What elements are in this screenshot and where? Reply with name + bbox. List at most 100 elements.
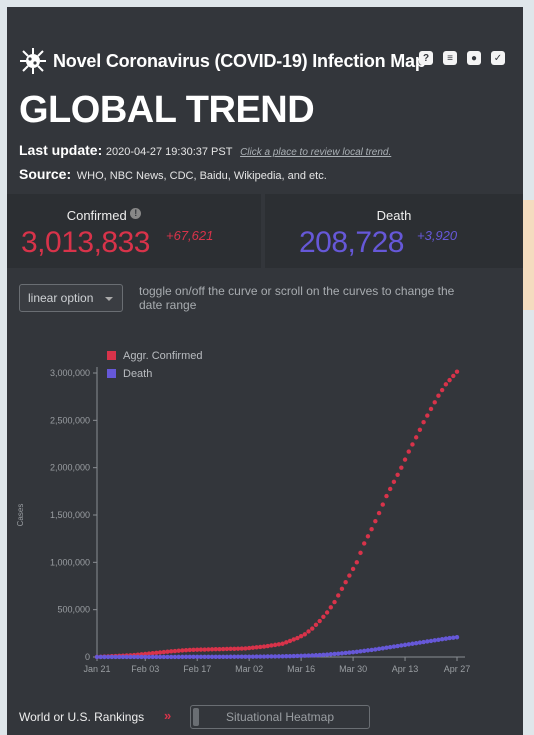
data-point	[432, 638, 437, 643]
info-icon[interactable]: !	[130, 208, 142, 219]
data-point	[454, 369, 460, 374]
data-point	[399, 643, 404, 648]
top-icon-bar: ? ≡ ● ✓	[419, 51, 505, 65]
data-point	[417, 427, 423, 432]
last-update-value: 2020-04-27 19:30:37 PST	[105, 146, 233, 158]
last-update-line: Last update: 2020-04-27 19:30:37 PST Cli…	[19, 142, 391, 158]
confirmed-stat-box: Confirmed ! 3,013,833 +67,621	[7, 194, 261, 268]
github-icon[interactable]: ●	[467, 51, 481, 65]
data-point	[239, 654, 244, 659]
data-point	[198, 647, 204, 652]
virus-icon	[20, 48, 46, 74]
data-point	[380, 646, 385, 651]
data-point	[313, 622, 319, 628]
book-icon[interactable]: ≡	[443, 51, 457, 65]
data-point	[246, 654, 252, 659]
local-trend-link[interactable]: Click a place to review local trend.	[240, 147, 392, 158]
death-count: 208,728	[299, 226, 404, 259]
data-point	[421, 420, 426, 425]
trend-chart[interactable]: 0 500,000 1,000,000 1,500,000 2,000,000 2,500…	[7, 337, 523, 682]
data-point	[250, 645, 256, 650]
data-point	[161, 654, 167, 660]
data-point	[280, 654, 285, 659]
data-point	[146, 651, 152, 656]
data-point	[395, 472, 400, 477]
source-label: Source:	[19, 166, 72, 182]
data-point	[439, 637, 445, 642]
data-point	[373, 647, 378, 652]
data-point	[358, 550, 363, 556]
data-point	[220, 654, 226, 659]
twitter-icon[interactable]: ✓	[491, 51, 505, 65]
data-point	[410, 641, 415, 646]
data-point	[206, 654, 211, 660]
data-point	[258, 654, 263, 659]
data-point	[447, 377, 452, 383]
app-title: Novel Coronavirus (COVID-19) Infection M…	[53, 51, 426, 71]
data-point	[220, 646, 226, 652]
x-tick-label: Mar 16	[287, 664, 315, 674]
data-point	[157, 654, 163, 660]
y-tick-label: 1,500,000	[50, 510, 90, 520]
data-point	[284, 640, 289, 645]
data-point	[443, 636, 449, 641]
data-point	[272, 654, 278, 659]
confirmed-label: Confirmed	[66, 208, 127, 223]
data-point	[261, 654, 267, 659]
data-point	[165, 654, 170, 660]
data-point	[339, 651, 345, 656]
data-point	[228, 654, 233, 659]
double-chevron-icon[interactable]: »	[164, 708, 172, 723]
data-point	[213, 654, 218, 659]
data-point	[302, 653, 308, 658]
data-point	[195, 654, 200, 660]
y-tick-label: 3,000,000	[50, 368, 90, 378]
data-point	[425, 639, 430, 644]
data-point	[310, 626, 315, 631]
data-point	[291, 637, 296, 642]
chart-hint: toggle on/off the curve or scroll on the…	[139, 284, 455, 312]
data-point	[94, 654, 100, 660]
data-point	[365, 534, 371, 539]
data-point	[451, 635, 456, 640]
data-point	[343, 580, 348, 585]
data-point	[313, 653, 319, 658]
data-point	[287, 638, 293, 644]
scale-select[interactable]: linear option	[19, 284, 123, 312]
data-point	[395, 643, 400, 649]
help-icon[interactable]: ?	[419, 51, 433, 65]
data-point	[169, 649, 174, 654]
data-point	[295, 653, 300, 659]
data-point	[343, 650, 348, 656]
data-point	[332, 599, 337, 605]
data-point	[362, 648, 367, 654]
data-point	[206, 647, 211, 652]
data-point	[376, 510, 382, 516]
data-point	[391, 479, 397, 485]
data-point	[161, 649, 167, 655]
data-point	[146, 654, 152, 660]
y-tick-label: 2,500,000	[50, 415, 90, 425]
data-point	[272, 642, 278, 648]
data-point	[105, 654, 111, 660]
data-point	[436, 393, 441, 398]
data-point	[243, 646, 248, 651]
data-point	[406, 449, 411, 454]
data-point	[202, 654, 207, 660]
data-point	[324, 652, 330, 657]
data-point	[183, 654, 189, 660]
data-point	[298, 653, 304, 659]
data-point	[365, 648, 371, 653]
y-tick-label: 500,000	[57, 605, 90, 615]
x-tick-label: Feb 03	[131, 664, 159, 674]
data-point	[402, 642, 408, 648]
x-tick-label: Mar 02	[235, 664, 263, 674]
data-point	[347, 573, 352, 578]
data-point	[113, 654, 118, 660]
data-point	[157, 650, 163, 655]
heatmap-toggle-button[interactable]: Situational Heatmap	[190, 705, 370, 729]
app-header: Novel Coronavirus (COVID-19) Infection M…	[19, 47, 509, 77]
data-point	[269, 643, 274, 648]
confirmed-count: 3,013,833	[21, 226, 150, 259]
x-tick-label: Apr 27	[444, 664, 471, 674]
